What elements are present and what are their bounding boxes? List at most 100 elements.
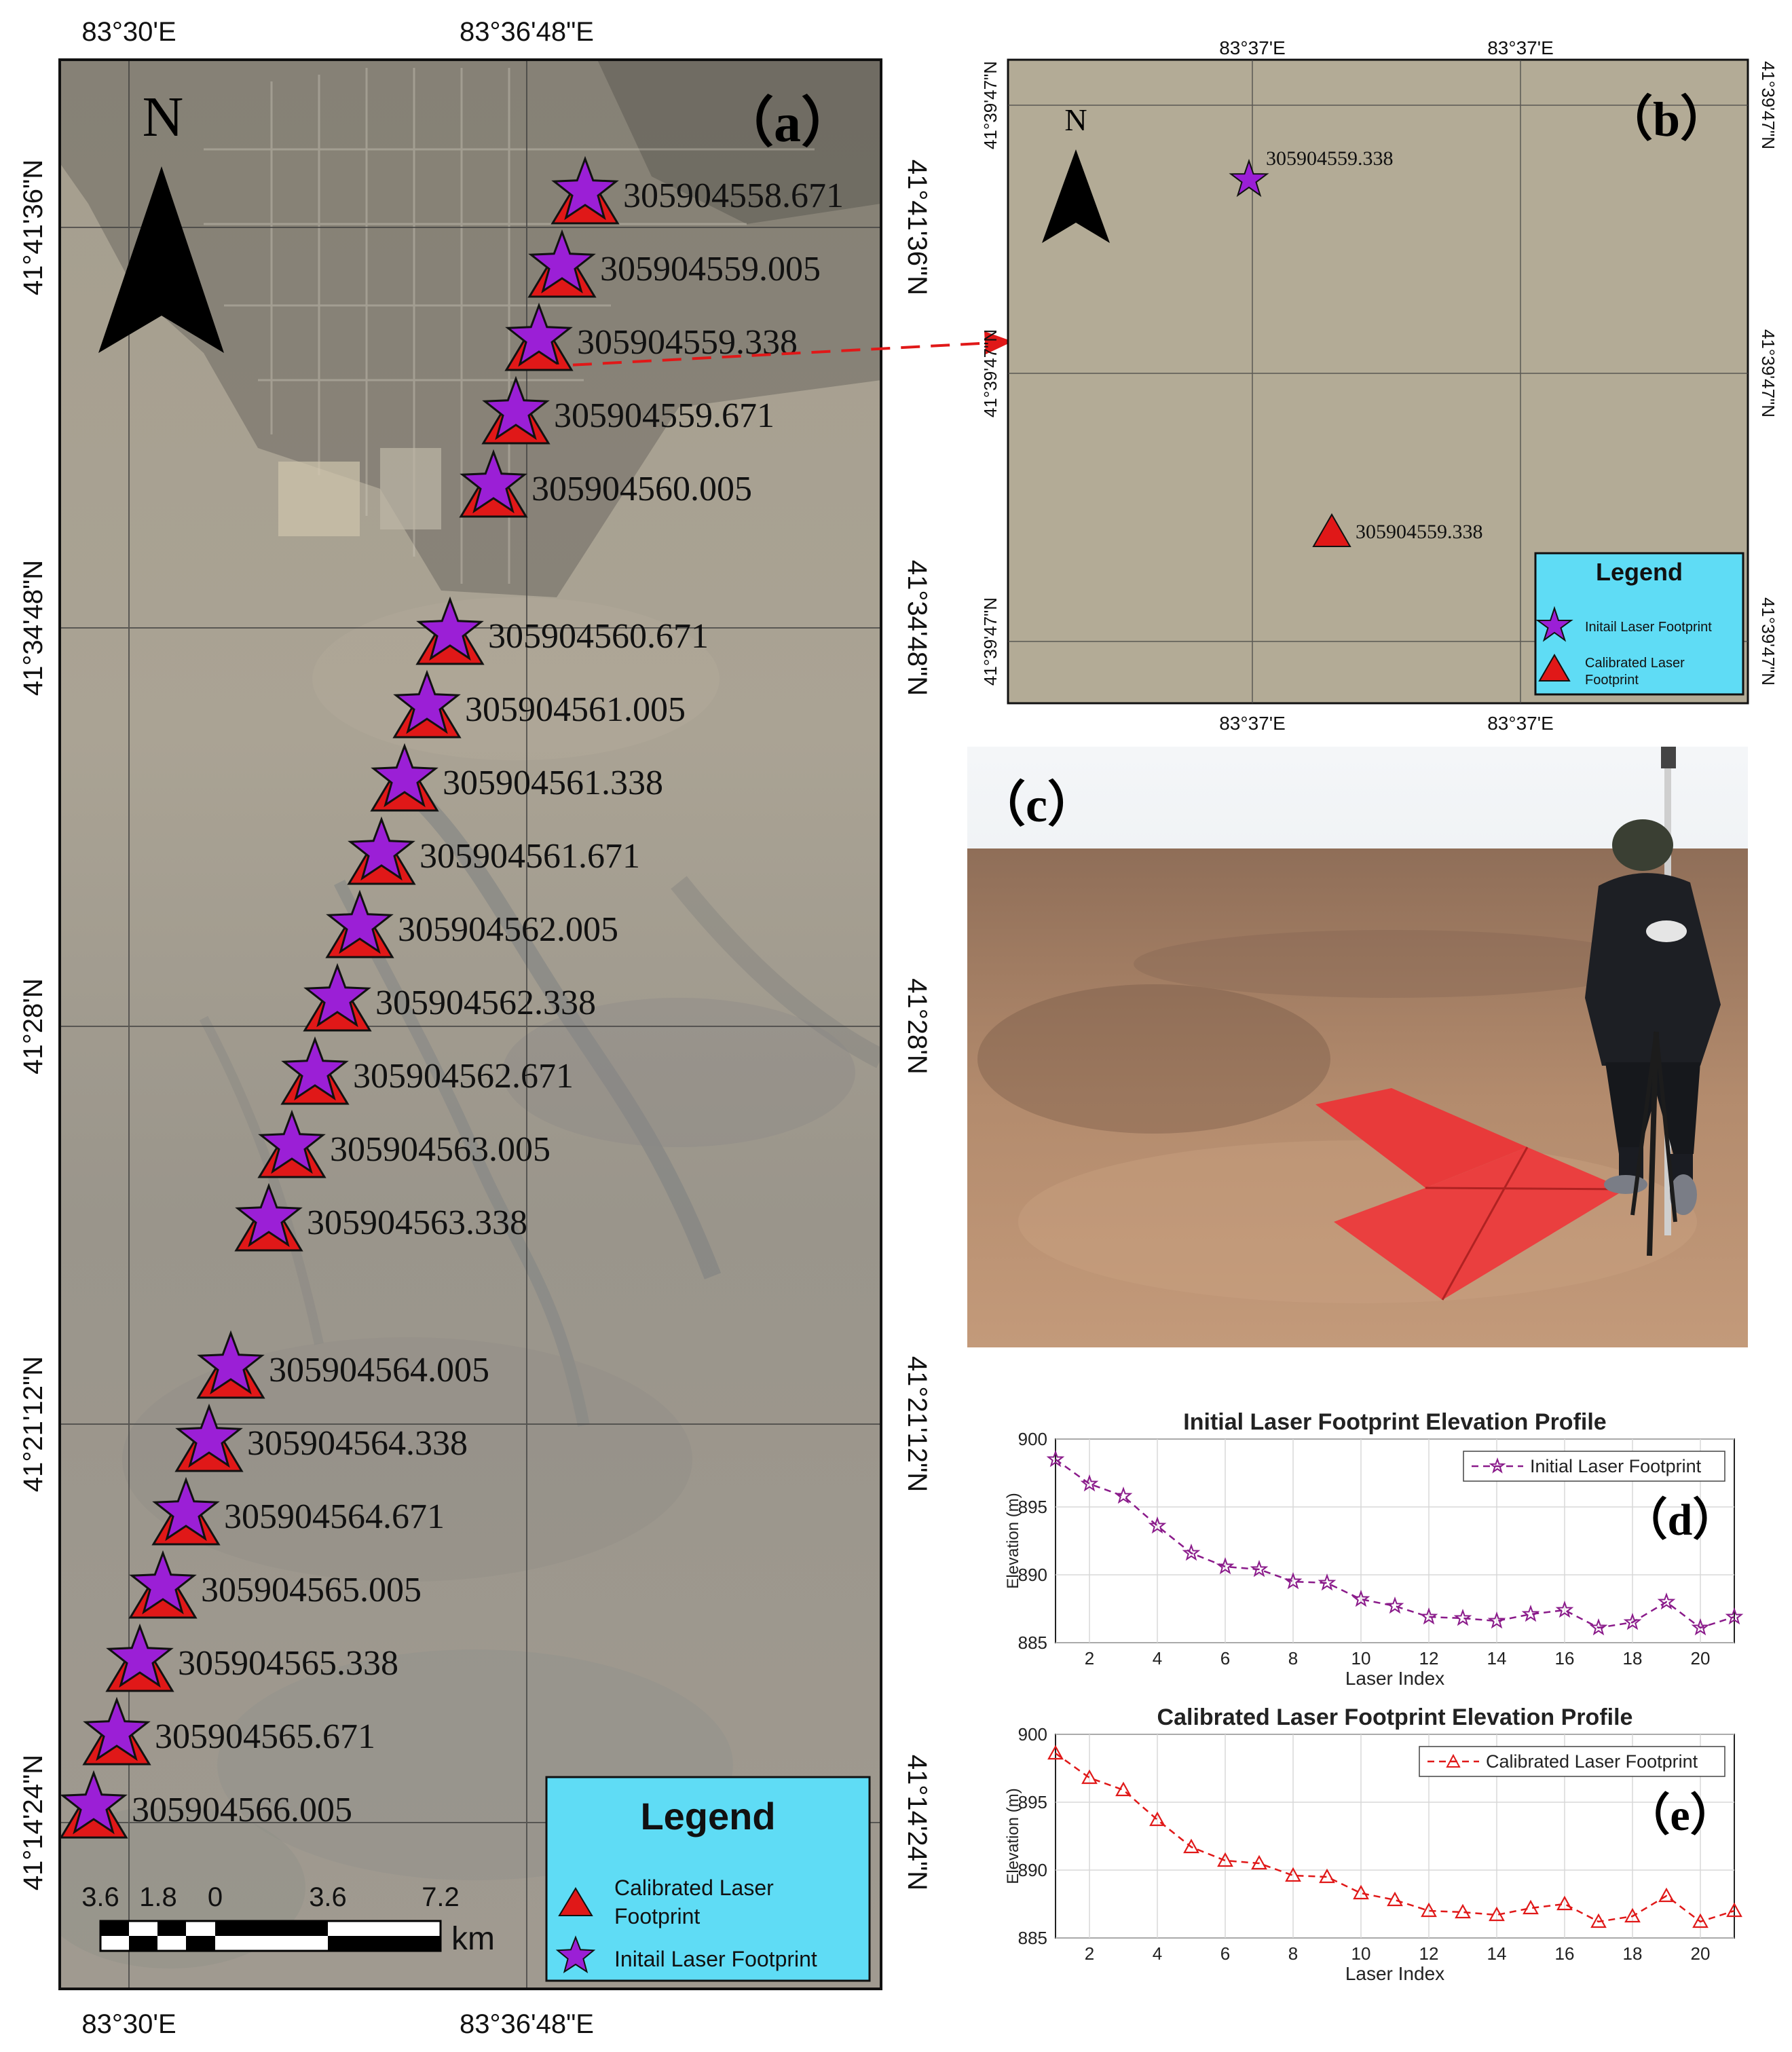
b-right-tick-1: 41°39'47"N xyxy=(1758,61,1778,149)
data-point xyxy=(1691,1618,1710,1636)
initial-star-icon xyxy=(152,1476,220,1542)
b-left-tick-3: 41°39'47"N xyxy=(980,597,1001,686)
top-tick-1: 83°30'E xyxy=(81,17,176,47)
footprint-label: 305904563.005 xyxy=(330,1130,550,1169)
x-tick-label: 2 xyxy=(1085,1648,1094,1668)
left-lat-tick-3: 41°28'N xyxy=(18,978,48,1075)
left-lat-tick-5: 41°14'24"N xyxy=(18,1755,48,1890)
data-point xyxy=(1047,1745,1064,1760)
x-tick-label: 20 xyxy=(1691,1648,1711,1668)
data-point xyxy=(1353,1884,1369,1900)
panel-c-label: （c） xyxy=(977,778,1096,832)
data-point xyxy=(1182,1543,1201,1561)
chart-panel-label: （d） xyxy=(1623,1495,1738,1545)
footprint-label: 305904563.338 xyxy=(307,1204,527,1242)
data-point xyxy=(1555,1600,1574,1618)
x-tick-label: 8 xyxy=(1288,1648,1298,1668)
chart-e-calibrated-profile: 2 4 6 8 10 12 14 16 18 20 885 890 895 900 Calibrated L… xyxy=(1004,1704,1742,1984)
red-tarp-shape xyxy=(1315,1088,1527,1188)
y-axis-label: Elevation (m) xyxy=(1004,1493,1022,1588)
x-tick-label: 14 xyxy=(1487,1648,1507,1668)
footprint-label: 305904566.005 xyxy=(132,1791,352,1829)
data-point xyxy=(1657,1592,1676,1610)
b-calibrated-triangle-icon xyxy=(1312,512,1351,547)
connector-arrow xyxy=(542,341,993,368)
footprint-label: 305904560.005 xyxy=(531,470,752,508)
y-axis-label: Elevation (m) xyxy=(1004,1788,1022,1884)
satellite-image: 305904558.671305904559.005305904559.3383… xyxy=(60,60,881,1989)
data-point xyxy=(1692,1913,1709,1928)
initial-star-icon xyxy=(393,669,461,734)
panel-b-label: （b） xyxy=(1604,92,1729,147)
data-point xyxy=(1419,1607,1438,1625)
x-axis-label: Laser Index xyxy=(1345,1668,1444,1689)
initial-star-icon xyxy=(348,816,415,881)
b-initial-star-icon xyxy=(1229,158,1269,198)
data-point xyxy=(1421,1902,1437,1918)
y-tick-label: 885 xyxy=(1018,1928,1047,1948)
x-tick-label: 10 xyxy=(1351,1943,1371,1964)
data-point xyxy=(1623,1612,1642,1630)
initial-star-icon xyxy=(551,155,619,221)
panel-a-legend: Legend Calibrated Laser Footprint Initai… xyxy=(545,1776,871,1982)
b-left-tick-1: 41°39'47"N xyxy=(980,61,1001,149)
legend-triangle-icon xyxy=(558,1887,593,1916)
left-lat-tick-1: 41°41'36"N xyxy=(18,160,48,295)
right-lat-tick-4: 41°21'12"N xyxy=(902,1356,932,1492)
x-tick-label: 20 xyxy=(1691,1943,1711,1964)
footprint-label: 305904559.671 xyxy=(554,396,774,435)
x-tick-label: 18 xyxy=(1623,1943,1643,1964)
scale-label-3: 0 xyxy=(208,1882,223,1912)
chart-legend-label: Calibrated Laser Footprint xyxy=(1486,1751,1698,1772)
panel-a-label: （a） xyxy=(720,94,855,153)
x-tick-label: 18 xyxy=(1623,1648,1643,1668)
footprint-label: 305904565.338 xyxy=(178,1644,398,1683)
panel-b-legend: Legend Initail Laser Footprint Calibrate… xyxy=(1534,552,1744,696)
footprint-label: 305904565.005 xyxy=(201,1571,422,1609)
initial-star-icon xyxy=(528,229,596,294)
data-point xyxy=(1114,1486,1133,1504)
red-tarp-shape xyxy=(1334,1147,1626,1300)
north-label: N xyxy=(143,86,184,149)
north-arrow-icon xyxy=(98,166,224,353)
scale-label-1: 3.6 xyxy=(81,1882,119,1912)
data-point xyxy=(1284,1571,1303,1590)
data-point xyxy=(1149,1811,1165,1827)
b-legend-calibrated-line1: Calibrated Laser xyxy=(1585,656,1685,671)
footprint-label: 305904562.005 xyxy=(398,910,618,949)
footprint-label: 305904565.671 xyxy=(155,1717,375,1756)
data-point xyxy=(1318,1573,1337,1591)
data-point xyxy=(1523,1899,1539,1915)
b-legend-title: Legend xyxy=(1596,558,1683,586)
data-point xyxy=(1658,1887,1675,1903)
data-point xyxy=(1080,1474,1099,1492)
bottom-tick-2: 83°36'48"E xyxy=(460,2009,594,2039)
data-point xyxy=(1351,1589,1370,1607)
panel-c-photo: （c） xyxy=(967,747,1748,1347)
initial-star-icon xyxy=(235,1182,303,1248)
b-bottom-tick-1: 83°37'E xyxy=(1219,713,1286,734)
initial-star-icon xyxy=(83,1696,151,1761)
top-tick-2: 83°36'48"E xyxy=(460,17,594,47)
data-point xyxy=(1556,1895,1573,1911)
left-lat-tick-2: 41°34'48"N xyxy=(18,560,48,696)
legend-title: Legend xyxy=(640,1795,775,1838)
footprint-label: 305904561.338 xyxy=(443,764,663,802)
footprint-label: 305904562.671 xyxy=(353,1057,574,1096)
initial-star-icon xyxy=(303,963,371,1028)
footprint-markers: 305904558.671305904559.005305904559.3383… xyxy=(60,155,844,1839)
data-point xyxy=(1487,1611,1506,1629)
initial-star-icon xyxy=(258,1109,326,1174)
right-lat-tick-5: 41°14'24"N xyxy=(902,1755,932,1890)
x-tick-label: 14 xyxy=(1487,1943,1507,1964)
connector-arrowhead-icon xyxy=(984,331,1013,354)
footprint-label: 305904558.671 xyxy=(623,176,844,215)
legend-initial: Initail Laser Footprint xyxy=(614,1947,817,1971)
initial-star-icon xyxy=(175,1403,243,1468)
b-top-tick-1: 83°37'E xyxy=(1219,37,1286,58)
data-point xyxy=(1387,1891,1403,1907)
b-bottom-tick-2: 83°37'E xyxy=(1487,713,1554,734)
data-point xyxy=(1453,1608,1472,1626)
legend-calibrated-line1: Calibrated Laser xyxy=(614,1876,774,1900)
